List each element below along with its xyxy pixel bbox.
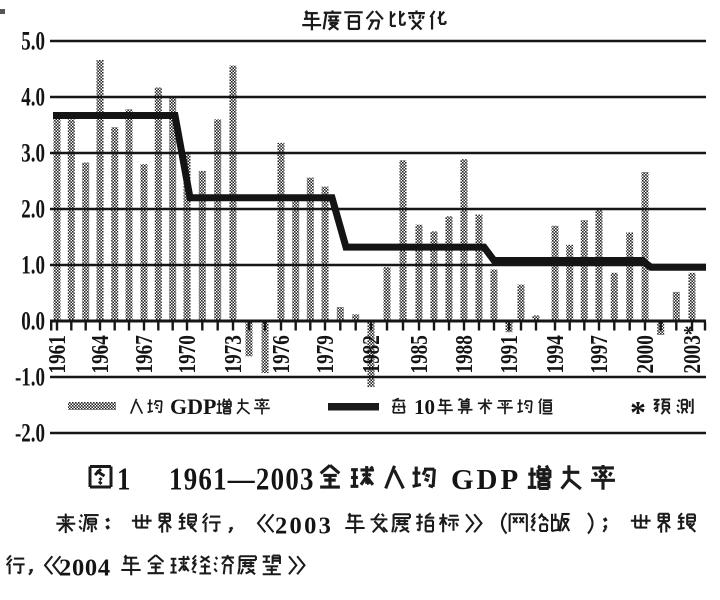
svg-text:0.0: 0.0: [21, 307, 45, 336]
svg-text:1970: 1970: [174, 335, 201, 373]
svg-text:2003: 2003: [275, 513, 333, 540]
svg-text:GDP: GDP: [451, 464, 521, 496]
svg-text:1979: 1979: [312, 335, 339, 373]
svg-text:1964: 1964: [87, 335, 114, 373]
svg-text:1967: 1967: [131, 335, 158, 373]
svg-text:5.0: 5.0: [21, 27, 45, 56]
svg-text:2.0: 2.0: [21, 195, 45, 224]
svg-text:GDP: GDP: [170, 394, 216, 419]
svg-text:-1.0: -1.0: [15, 363, 45, 392]
svg-text:2003*: 2003*: [679, 326, 706, 374]
svg-text:1973: 1973: [220, 335, 247, 373]
svg-text:1997: 1997: [586, 335, 613, 373]
svg-text:1976: 1976: [268, 335, 295, 373]
svg-text:10: 10: [414, 395, 435, 419]
svg-text:1991: 1991: [496, 335, 523, 373]
svg-text:1961: 1961: [44, 335, 71, 373]
svg-text:1961—2003: 1961—2003: [169, 462, 315, 497]
svg-text:3.0: 3.0: [21, 139, 45, 168]
svg-text:*: *: [630, 394, 646, 430]
svg-text:1.0: 1.0: [21, 251, 45, 280]
svg-text:4.0: 4.0: [21, 83, 45, 112]
svg-text:1994: 1994: [542, 335, 569, 373]
svg-text:1985: 1985: [406, 335, 433, 373]
svg-text:2004: 2004: [59, 555, 111, 582]
svg-text:1: 1: [117, 462, 130, 497]
svg-text:2000: 2000: [632, 335, 659, 373]
svg-text:1982: 1982: [358, 335, 385, 373]
svg-text:1988: 1988: [451, 335, 478, 373]
svg-text:-2.0: -2.0: [15, 419, 45, 448]
